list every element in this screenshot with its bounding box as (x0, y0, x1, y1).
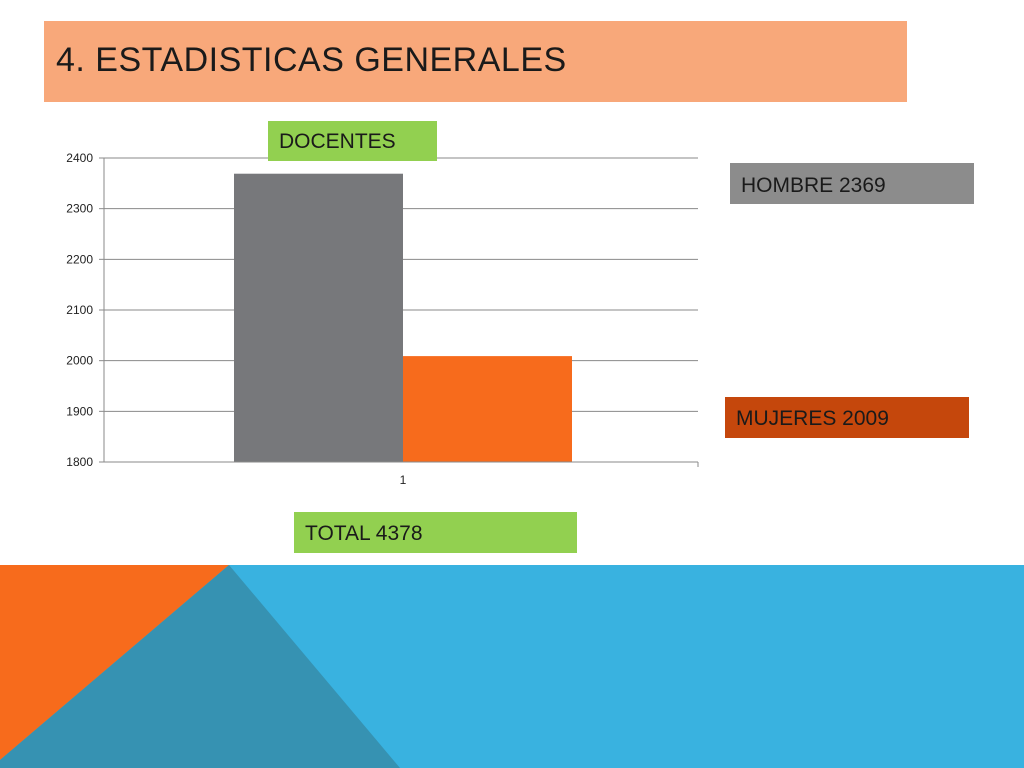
chart-bars (234, 173, 572, 462)
hombre-label: HOMBRE 2369 (730, 163, 974, 204)
slide-title: 4. ESTADISTICAS GENERALES (56, 41, 567, 79)
total-label: TOTAL 4378 (294, 512, 577, 553)
x-tick-label: 1 (400, 473, 407, 487)
docentes-label: DOCENTES (268, 121, 437, 161)
y-tick-label: 2300 (66, 202, 93, 216)
y-tick-label: 2400 (66, 151, 93, 165)
bar-mujeres (403, 356, 572, 462)
y-tick-label: 2000 (66, 354, 93, 368)
y-tick-label: 1800 (66, 455, 93, 469)
title-bar: 4. ESTADISTICAS GENERALES (44, 21, 907, 102)
chart-axes (99, 157, 699, 467)
bar-chart: 1800 1900 2000 2100 2200 2300 2400 1 (66, 151, 699, 487)
mujeres-label: MUJERES 2009 (725, 397, 969, 438)
y-tick-label: 2100 (66, 303, 93, 317)
y-tick-label: 1900 (66, 404, 93, 418)
bar-hombre (234, 173, 403, 462)
footer-decoration (0, 565, 1024, 768)
chart-tick-labels: 1800 1900 2000 2100 2200 2300 2400 1 (66, 151, 406, 487)
y-tick-label: 2200 (66, 252, 93, 266)
footer-teal-triangle (0, 565, 400, 768)
